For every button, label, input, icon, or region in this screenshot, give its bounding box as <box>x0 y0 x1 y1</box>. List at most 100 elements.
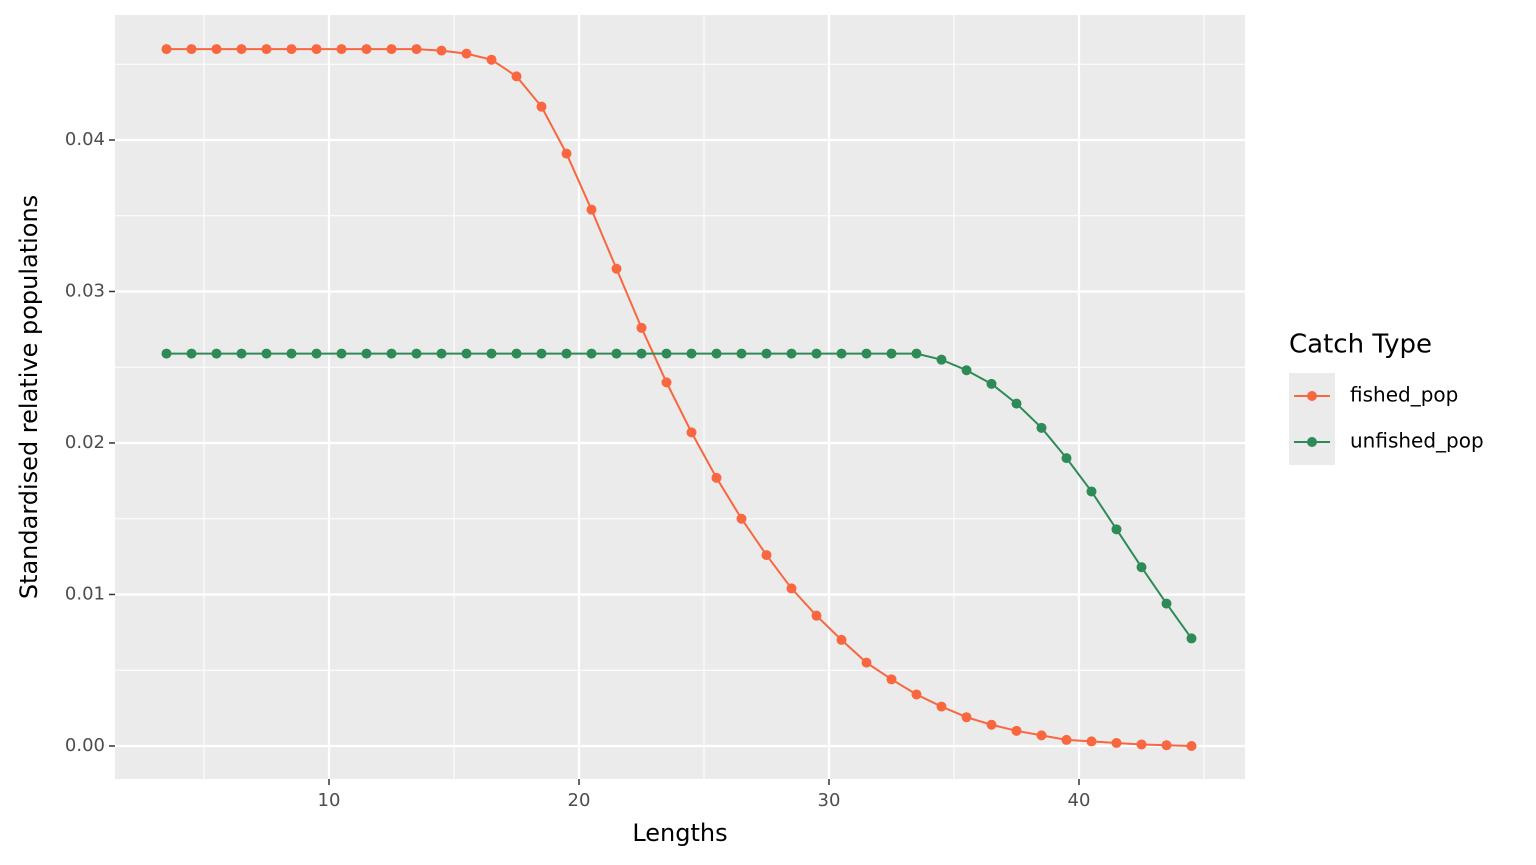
data-point <box>861 657 872 668</box>
data-point <box>561 148 572 159</box>
legend: fished_pop unfished_pop <box>1289 373 1484 465</box>
y-tick-label: 0.00 <box>65 735 105 756</box>
data-point <box>786 348 797 359</box>
data-point <box>211 348 222 359</box>
data-point <box>986 378 997 389</box>
data-point <box>1086 736 1097 747</box>
y-tick-label: 0.02 <box>65 432 105 453</box>
data-point <box>786 583 797 594</box>
data-point <box>211 44 222 55</box>
data-point <box>636 348 647 359</box>
data-point <box>711 472 722 483</box>
data-point <box>961 365 972 376</box>
data-point <box>911 348 922 359</box>
data-point <box>461 48 472 59</box>
data-point <box>711 348 722 359</box>
legend-title: Catch Type <box>1289 330 1432 360</box>
data-point <box>436 348 447 359</box>
data-point <box>1086 486 1097 497</box>
data-point <box>236 44 247 55</box>
data-point <box>836 348 847 359</box>
x-tick-label: 40 <box>1068 790 1091 811</box>
marks <box>161 44 1197 751</box>
data-point <box>511 71 522 82</box>
data-point <box>611 263 622 274</box>
data-point <box>386 44 397 55</box>
data-point <box>436 45 447 56</box>
data-point <box>986 719 997 730</box>
data-point <box>536 101 547 112</box>
data-point <box>1011 725 1022 736</box>
data-point <box>261 348 272 359</box>
data-point <box>586 204 597 215</box>
data-point <box>961 712 972 723</box>
data-point <box>186 348 197 359</box>
data-point <box>261 44 272 55</box>
legend-label: unfished_pop <box>1350 429 1484 453</box>
data-point <box>1036 422 1047 433</box>
data-point <box>236 348 247 359</box>
x-tick-label: 20 <box>568 790 591 811</box>
data-point <box>736 513 747 524</box>
data-point <box>736 348 747 359</box>
legend-key-point <box>1307 391 1317 401</box>
data-point <box>461 348 472 359</box>
data-point <box>286 348 297 359</box>
x-axis-title: Lengths <box>632 819 727 847</box>
data-point <box>336 44 347 55</box>
data-point <box>811 348 822 359</box>
data-point <box>486 54 497 65</box>
grid: 10 20 30 40 0.00 0.01 0.02 0.03 0.04 <box>65 15 1245 811</box>
legend-key-point <box>1307 437 1317 447</box>
data-point <box>1186 633 1197 644</box>
legend-label: fished_pop <box>1350 383 1458 407</box>
data-point <box>1036 730 1047 741</box>
data-point <box>1061 453 1072 464</box>
data-point <box>936 354 947 365</box>
data-point <box>1136 562 1147 573</box>
y-tick-label: 0.03 <box>65 280 105 301</box>
data-point <box>361 348 372 359</box>
data-point <box>336 348 347 359</box>
data-point <box>411 44 422 55</box>
data-point <box>686 427 697 438</box>
data-point <box>886 674 897 685</box>
data-point <box>511 348 522 359</box>
data-point <box>1061 734 1072 745</box>
data-point <box>661 348 672 359</box>
data-point <box>636 322 647 333</box>
data-point <box>1161 740 1172 751</box>
data-point <box>761 550 772 561</box>
data-point <box>386 348 397 359</box>
data-point <box>836 634 847 645</box>
y-axis-title: Standardised relative populations <box>15 195 43 599</box>
data-point <box>311 44 322 55</box>
data-point <box>911 689 922 700</box>
data-point <box>1011 398 1022 409</box>
data-point <box>861 348 872 359</box>
data-point <box>936 701 947 712</box>
data-point <box>161 44 172 55</box>
data-point <box>1161 598 1172 609</box>
data-point <box>536 348 547 359</box>
data-point <box>1136 739 1147 750</box>
data-point <box>361 44 372 55</box>
data-point <box>686 348 697 359</box>
data-point <box>486 348 497 359</box>
data-point <box>161 348 172 359</box>
y-tick-label: 0.04 <box>65 129 105 150</box>
x-tick-label: 30 <box>818 790 841 811</box>
data-point <box>286 44 297 55</box>
data-point <box>611 348 622 359</box>
data-point <box>311 348 322 359</box>
data-point <box>811 610 822 621</box>
data-point <box>1111 524 1122 535</box>
data-point <box>761 348 772 359</box>
data-point <box>561 348 572 359</box>
panel <box>115 15 1245 779</box>
data-point <box>661 377 672 388</box>
y-tick-label: 0.01 <box>65 583 105 604</box>
data-point <box>186 44 197 55</box>
data-point <box>1186 740 1197 751</box>
